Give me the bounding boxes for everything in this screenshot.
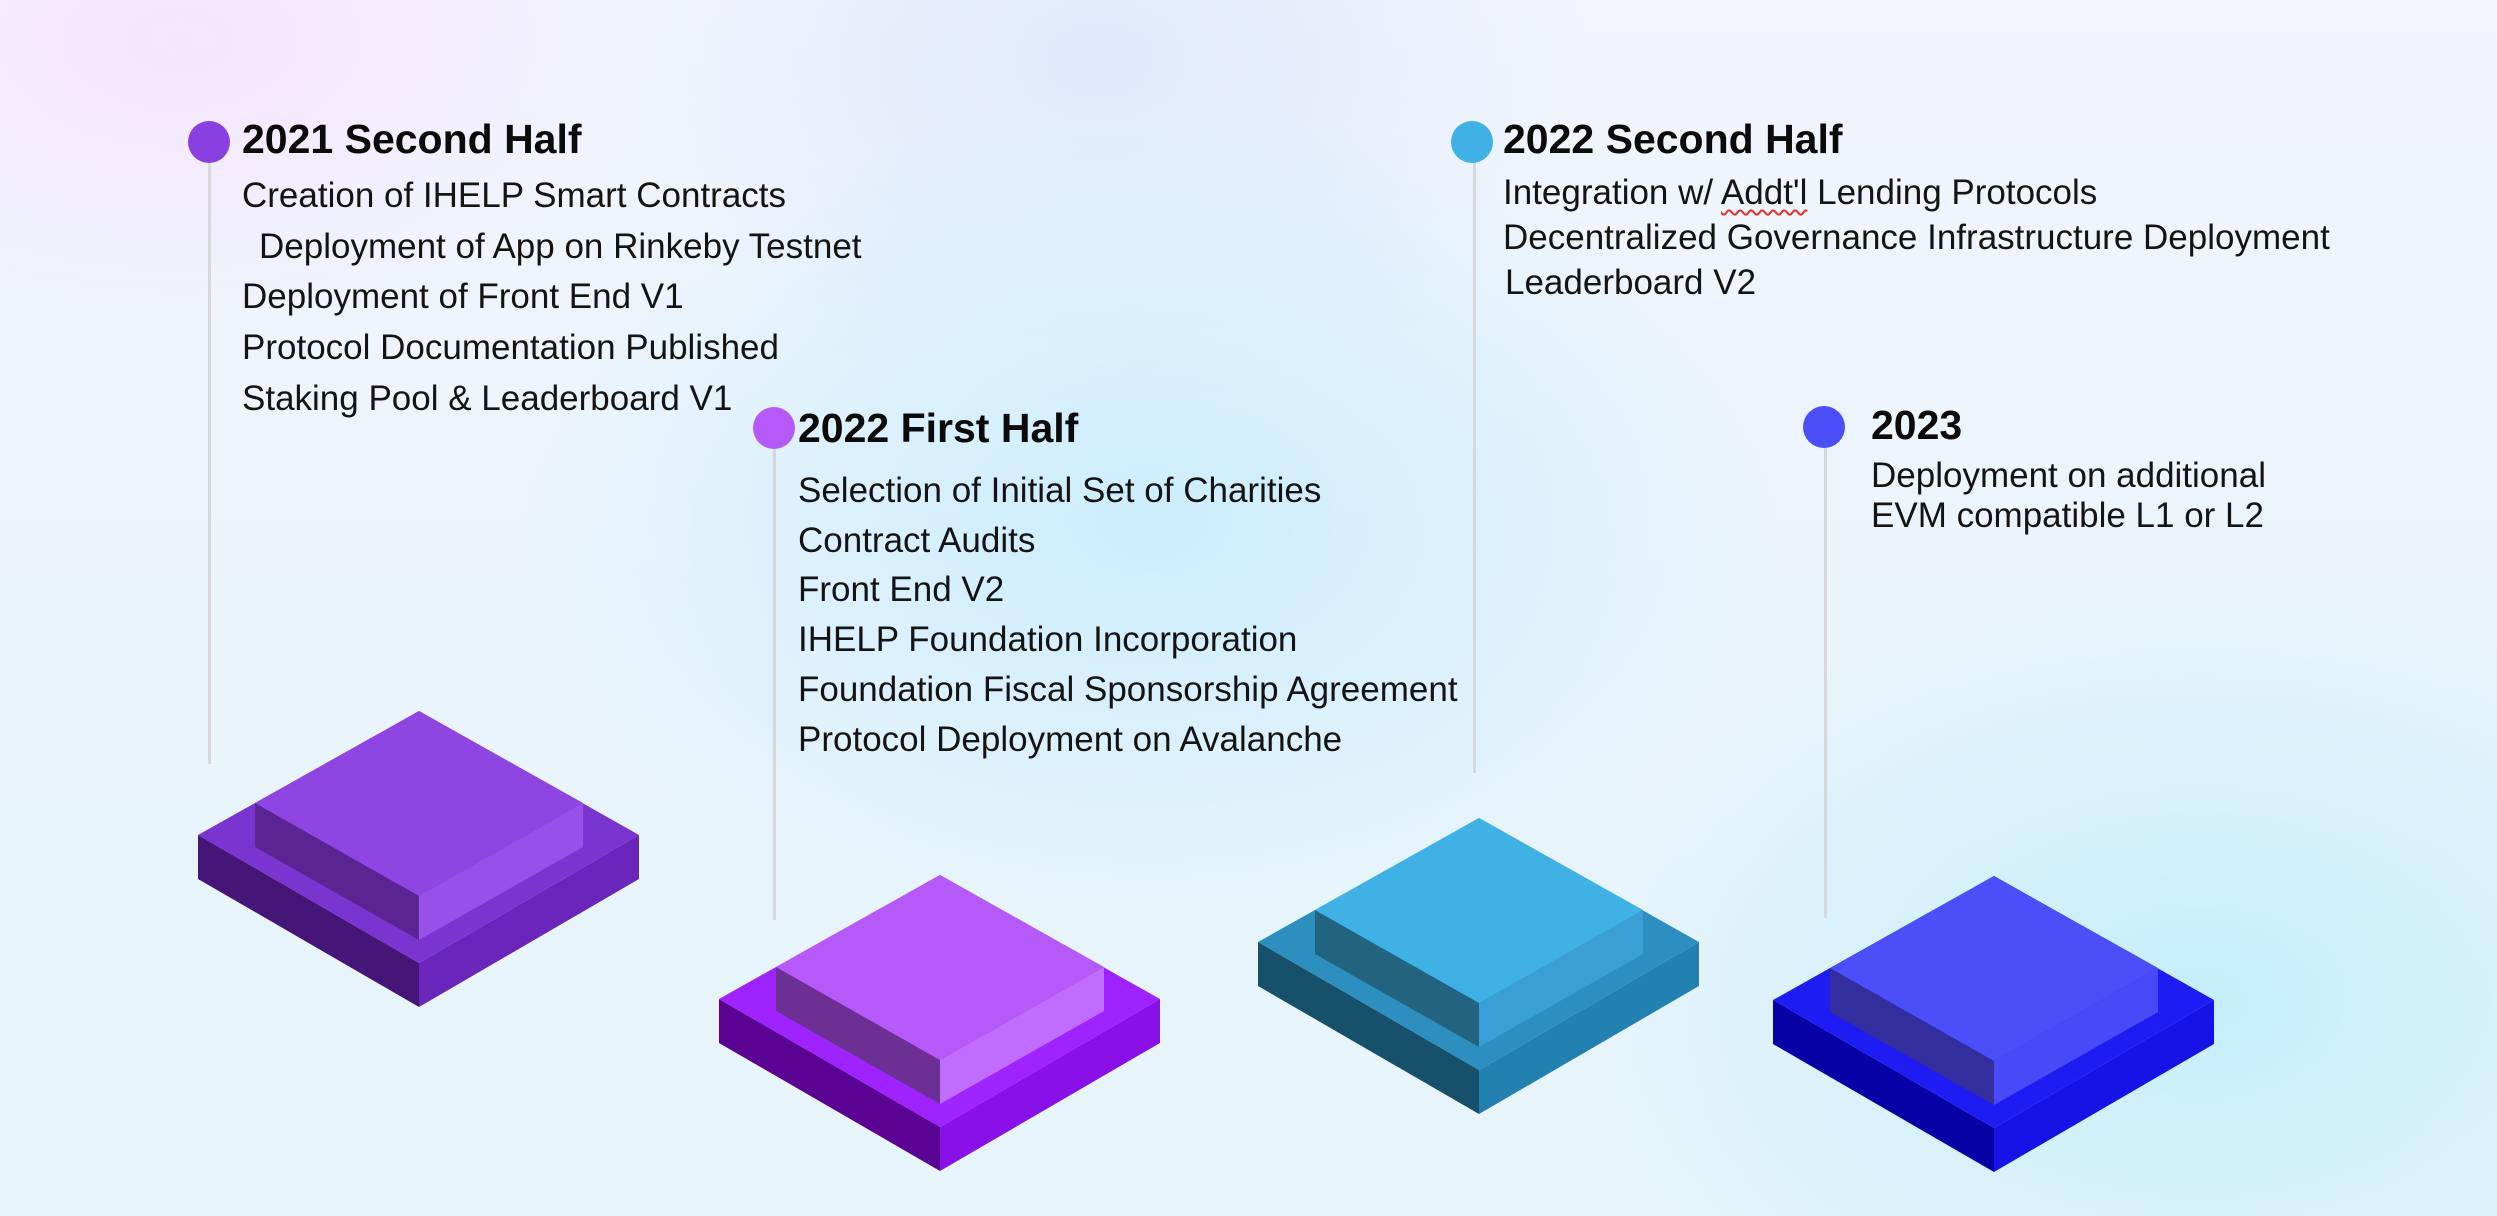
milestone-item: Selection of Initial Set of Charities bbox=[798, 471, 1322, 510]
milestone-item: Integration w/ Addt'l Lending Protocols bbox=[1503, 175, 2097, 210]
milestone-item: Decentralized Governance Infrastructure … bbox=[1503, 218, 2330, 257]
milestone-title: 2022 First Half bbox=[798, 405, 1079, 451]
step-2023 bbox=[1773, 876, 2214, 1172]
milestone-item: Leaderboard V2 bbox=[1505, 263, 1757, 302]
milestone-item: Front End V2 bbox=[798, 570, 1005, 609]
milestone-dot bbox=[753, 407, 795, 449]
milestone-stem bbox=[208, 142, 211, 764]
milestone-item: Protocol Documentation Published bbox=[242, 328, 779, 367]
step-2022-first-half bbox=[719, 875, 1160, 1171]
milestone-item-text: Integration w/ bbox=[1503, 173, 1721, 212]
milestone-item: Contract Audits bbox=[798, 521, 1036, 560]
milestone-item: Protocol Deployment on Avalanche bbox=[798, 720, 1343, 759]
milestone-item: Deployment of Front End V1 bbox=[242, 277, 684, 316]
milestone-title: 2023 bbox=[1871, 402, 1963, 448]
milestone-dot bbox=[188, 121, 230, 163]
milestone-item: Deployment on additional bbox=[1871, 456, 2266, 495]
step-2022-second-half bbox=[1258, 818, 1699, 1114]
milestone-stem bbox=[1824, 446, 1827, 918]
milestone-title: 2021 Second Half bbox=[242, 116, 582, 162]
milestone-item: EVM compatible L1 or L2 bbox=[1871, 496, 2264, 535]
milestone-stem bbox=[773, 430, 776, 920]
milestone-item: Creation of IHELP Smart Contracts bbox=[242, 176, 787, 215]
step-2021-second-half bbox=[198, 711, 639, 1007]
milestone-item: Deployment of App on Rinkeby Testnet bbox=[259, 227, 862, 266]
milestone-item: IHELP Foundation Incorporation bbox=[798, 620, 1298, 659]
spellcheck-flagged-word: Addt'l bbox=[1720, 173, 1808, 212]
milestone-dot bbox=[1803, 406, 1845, 448]
milestone-item: Foundation Fiscal Sponsorship Agreement bbox=[798, 670, 1458, 709]
milestone-title: 2022 Second Half bbox=[1503, 116, 1843, 162]
milestone-stem bbox=[1473, 142, 1476, 773]
milestone-dot bbox=[1451, 121, 1493, 163]
milestone-item-text: Lending Protocols bbox=[1807, 173, 2098, 212]
milestone-item: Staking Pool & Leaderboard V1 bbox=[242, 379, 733, 418]
